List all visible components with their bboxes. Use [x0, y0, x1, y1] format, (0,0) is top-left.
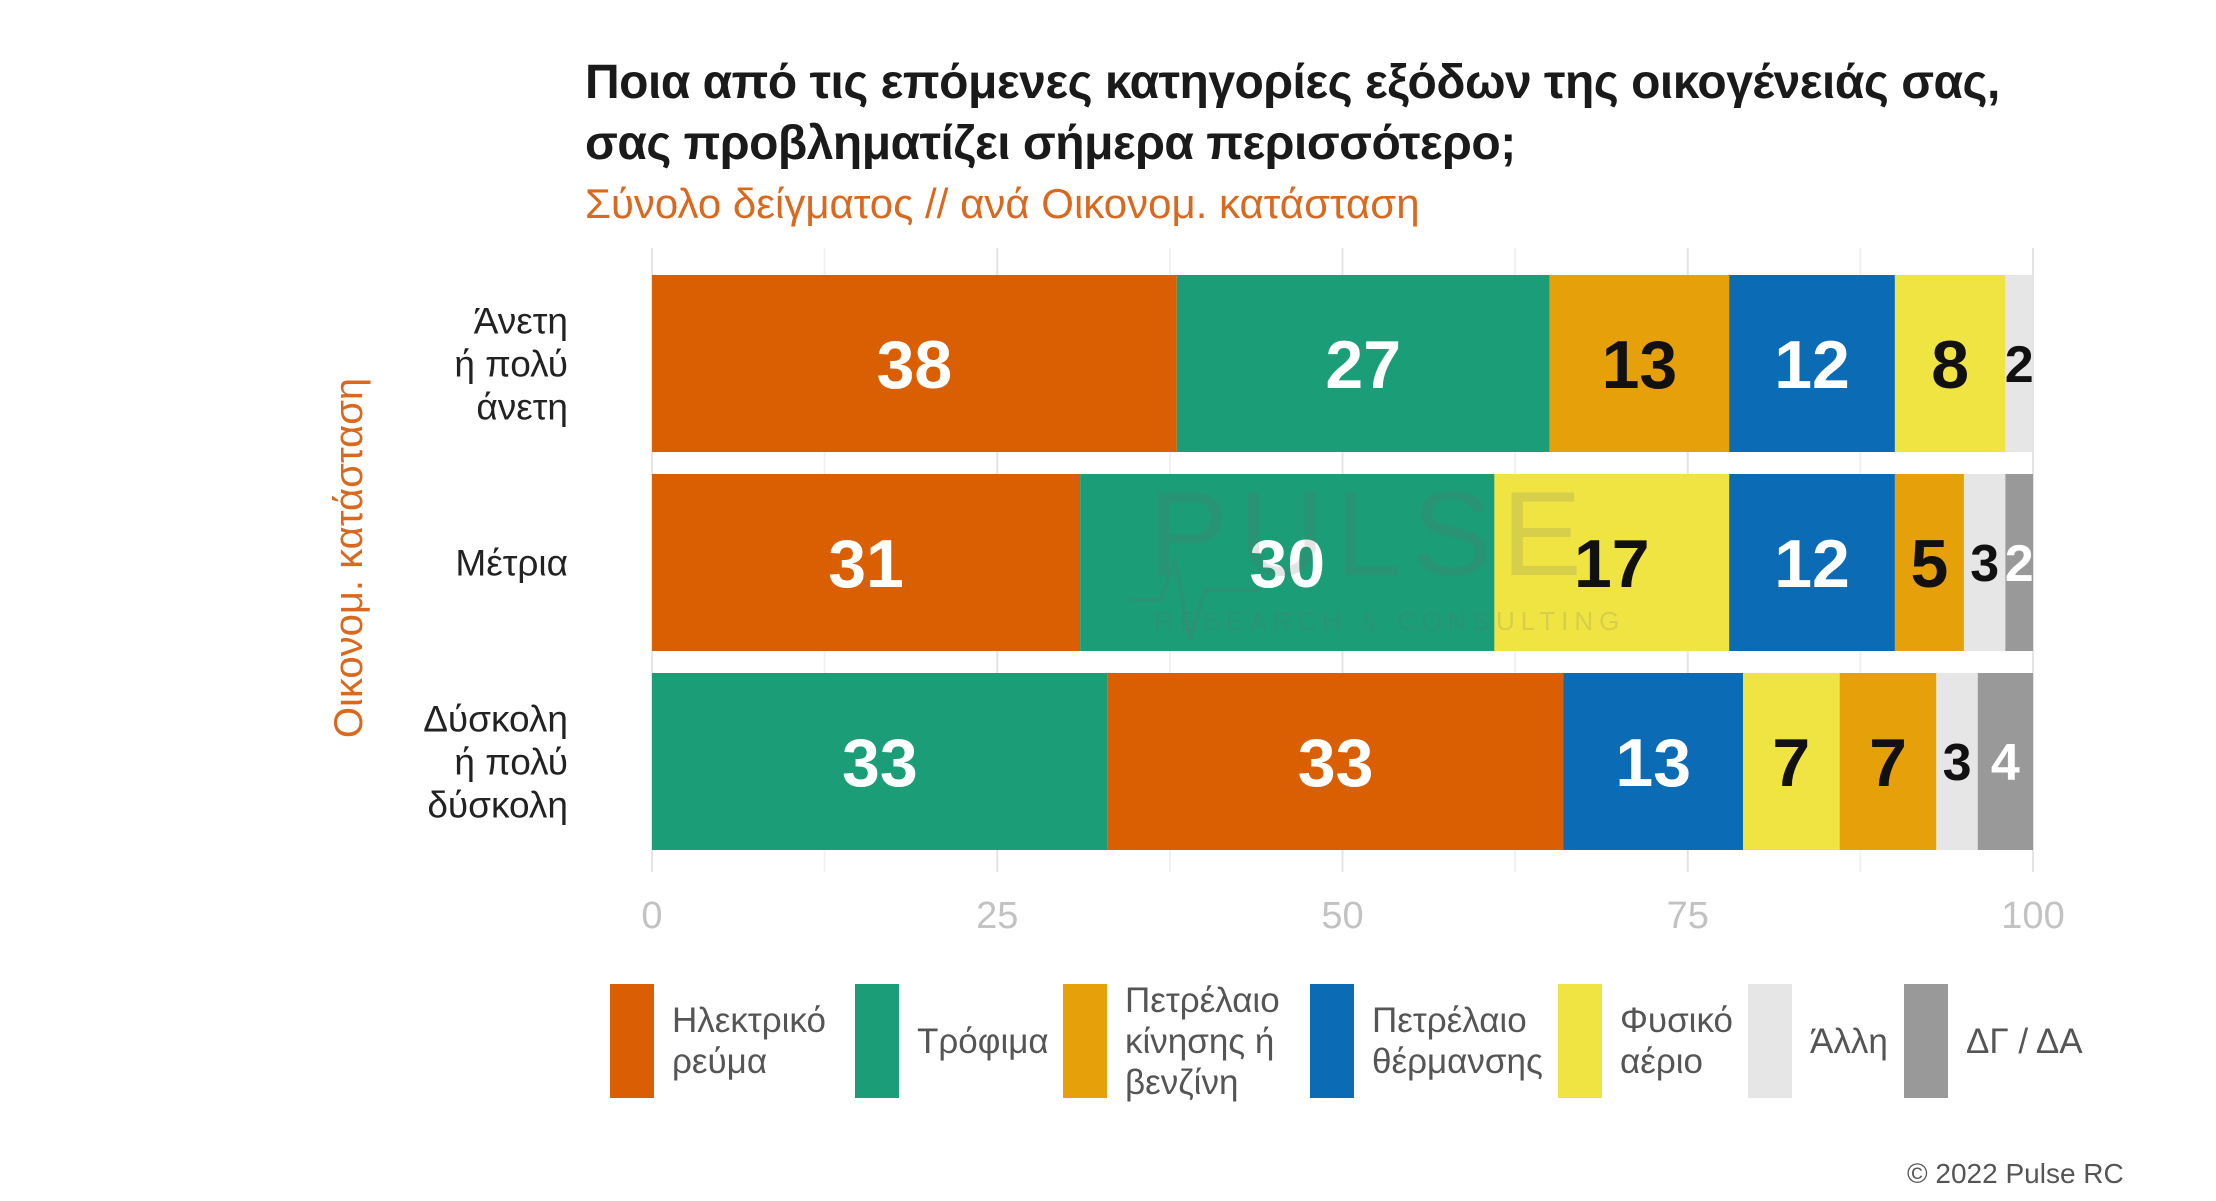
- watermark-tagline: RESEARCH & CONSULTING: [1155, 606, 1626, 636]
- x-tick-label: 100: [2001, 895, 2064, 937]
- legend-label: Άλλη: [1810, 1021, 1888, 1061]
- legend-item-heating_oil: Πετρέλαιο θέρμανσης: [1310, 983, 1543, 1099]
- data-label: 12: [1774, 526, 1850, 602]
- chart-title-line-2: σας προβληματίζει σήμερα περισσότερο;: [585, 117, 1516, 170]
- bar-segment-fuel: [1839, 673, 1937, 850]
- data-label: 7: [1869, 725, 1907, 801]
- bar-segment-natural_gas: [1494, 474, 1730, 651]
- x-tick-label: 0: [641, 895, 662, 937]
- legend-item-dk_na: ΔΓ / ΔΑ: [1904, 983, 2083, 1099]
- bar-segment-heating_oil: [1729, 474, 1895, 651]
- data-label: 12: [1774, 327, 1850, 403]
- bar-segment-other: [1936, 673, 1978, 850]
- x-tick-label: 75: [1667, 895, 1709, 937]
- data-label: 31: [828, 526, 904, 602]
- bar-segment-electricity: [652, 474, 1081, 651]
- bar-segment-electricity: [1107, 673, 1564, 850]
- chart-title-line-1: Ποια από τις επόμενες κατηγορίες εξόδων …: [585, 56, 2000, 109]
- y-category-label: Μέτρια: [455, 543, 568, 584]
- legend-swatch: [1310, 984, 1354, 1098]
- legend-swatch: [1063, 984, 1107, 1098]
- chart-subtitle: Σύνολο δείγματος // ανά Οικονομ. κατάστα…: [585, 180, 1420, 227]
- y-axis-title: Οικονομ. κατάσταση: [327, 378, 371, 738]
- data-label: 3: [1943, 734, 1972, 792]
- bar-segment-dk_na: [2005, 474, 2033, 651]
- data-label: 7: [1772, 725, 1810, 801]
- y-category-label: ή πολύ: [454, 742, 568, 783]
- bar-segment-natural_gas: [1742, 673, 1840, 850]
- bar-segment-dk_na: [1977, 673, 2033, 850]
- legend-item-other: Άλλη: [1748, 983, 1888, 1099]
- bar-segment-food: [1080, 474, 1495, 651]
- bar-segment-electricity: [652, 275, 1177, 452]
- data-label: 2: [2005, 336, 2034, 394]
- legend-swatch: [610, 984, 654, 1098]
- data-label: 38: [877, 327, 953, 403]
- legend-label: Τρόφιμα: [917, 1021, 1049, 1061]
- bar-segment-natural_gas: [1894, 275, 2006, 452]
- copyright-credit: © 2022 Pulse RC: [1907, 1158, 2124, 1189]
- watermark-brand: PULSE: [1148, 467, 1592, 601]
- y-category-label: ή πολύ: [454, 344, 568, 385]
- data-label: 8: [1931, 327, 1969, 403]
- y-category-label: Δύσκολη: [423, 699, 568, 740]
- bar-segment-other: [1963, 474, 2006, 651]
- data-label: 13: [1602, 327, 1678, 403]
- legend-swatch: [1904, 984, 1948, 1098]
- data-label: 3: [1970, 535, 1999, 593]
- legend-swatch: [855, 984, 899, 1098]
- watermark-pulse-line: [1130, 552, 1260, 641]
- data-label: 4: [1991, 734, 2020, 792]
- legend-item-electricity: Ηλεκτρικό ρεύμα: [610, 983, 826, 1099]
- bar-segment-other: [2005, 275, 2033, 452]
- y-category-label: δύσκολη: [427, 785, 568, 826]
- data-label: 33: [1298, 725, 1374, 801]
- data-label: 13: [1615, 725, 1691, 801]
- data-label: 2: [2005, 535, 2034, 593]
- legend-label: ΔΓ / ΔΑ: [1966, 1021, 2083, 1061]
- bar-segment-heating_oil: [1729, 275, 1895, 452]
- legend-swatch: [1558, 984, 1602, 1098]
- legend-item-food: Τρόφιμα: [855, 983, 1049, 1099]
- x-tick-label: 25: [976, 895, 1018, 937]
- legend-item-fuel: Πετρέλαιο κίνησης ή βενζίνη: [1063, 981, 1280, 1102]
- data-label: 30: [1249, 526, 1325, 602]
- y-category-label: άνετη: [476, 387, 568, 428]
- data-label: 5: [1911, 526, 1949, 602]
- legend-label: Φυσικό αέριο: [1620, 1001, 1733, 1081]
- legend-label: Πετρέλαιο κίνησης ή βενζίνη: [1125, 980, 1280, 1102]
- chart-title: Ποια από τις επόμενες κατηγορίες εξόδων …: [585, 52, 2000, 174]
- legend-label: Ηλεκτρικό ρεύμα: [672, 1001, 826, 1081]
- bar-segment-heating_oil: [1563, 673, 1743, 850]
- y-category-label: Άνετη: [474, 301, 568, 342]
- data-label: 33: [842, 725, 918, 801]
- bar-segment-food: [1176, 275, 1550, 452]
- legend-item-natural_gas: Φυσικό αέριο: [1558, 983, 1733, 1099]
- bar-segment-food: [652, 673, 1108, 850]
- legend-label: Πετρέλαιο θέρμανσης: [1372, 1001, 1543, 1081]
- legend-swatch: [1748, 984, 1792, 1098]
- data-label: 17: [1574, 526, 1650, 602]
- x-tick-label: 50: [1321, 895, 1363, 937]
- bar-segment-fuel: [1549, 275, 1730, 452]
- data-label: 27: [1325, 327, 1401, 403]
- bar-segment-fuel: [1894, 474, 1964, 651]
